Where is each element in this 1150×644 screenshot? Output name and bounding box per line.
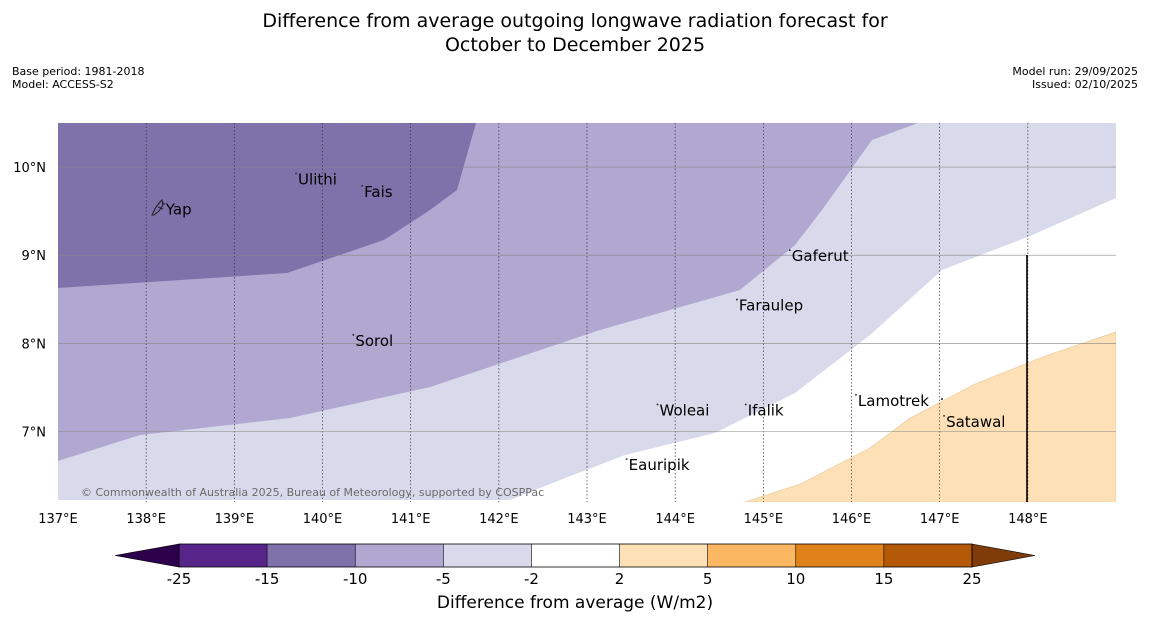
meta-right: Model run: 29/09/2025 Issued: 02/10/2025	[1012, 65, 1138, 91]
map-title-line1: Difference from average outgoing longwav…	[262, 10, 888, 32]
colorbar-tick-label: 2	[615, 570, 625, 588]
place-label: Eauripik	[629, 456, 690, 474]
place-label: Yap	[165, 200, 192, 218]
longitude-tick-label: 146°E	[832, 512, 872, 527]
colorbar-tick-label: -25	[167, 570, 192, 588]
longitude-tick-label: 148°E	[1008, 512, 1048, 527]
place-marker	[162, 202, 165, 205]
colorbar-under-arrow	[114, 543, 180, 568]
colorbar-label: Difference from average (W/m2)	[436, 593, 714, 613]
colorbar-tick-label: 15	[874, 570, 893, 588]
model-name: Model: ACCESS-S2	[12, 78, 114, 91]
axis-labels: 137°E 138°E 139°E 140°E 141°E 142°E 143°E 144°E…	[13, 161, 1047, 527]
place-label: Ulithi	[298, 171, 337, 189]
class-2-5-area	[744, 331, 1116, 502]
colorbar: -25 -15 -10 -5 -2 2 5 10 15 25	[114, 543, 1036, 588]
place-marker	[656, 403, 659, 406]
colorbar-swatch	[619, 544, 708, 567]
place-label: Woleai	[660, 401, 710, 419]
place-marker	[352, 333, 355, 336]
longitude-tick-label: 143°E	[567, 512, 607, 527]
place-label: Lamotrek	[858, 392, 929, 410]
issued-date: Issued: 02/10/2025	[1031, 78, 1138, 91]
place-marker	[943, 415, 945, 417]
map-title: Difference from average outgoing longwav…	[0, 9, 1150, 57]
place-marker	[788, 249, 791, 252]
place-marker	[295, 172, 297, 175]
longitude-tick-label: 141°E	[391, 512, 431, 527]
longitude-tick-label: 137°E	[38, 512, 78, 527]
place-marker	[855, 393, 857, 396]
map-title-line2: October to December 2025	[444, 34, 706, 56]
colorbar-swatch	[443, 544, 532, 567]
colorbar-swatch	[179, 544, 268, 567]
longitude-tick-label: 147°E	[920, 512, 960, 527]
colorbar-tick-label: -10	[343, 570, 368, 588]
place-labels: Yap Ulithi Fais Gaferut Faraulep Sorol Lamotre…	[162, 171, 1005, 474]
colorbar-tick-label: 5	[703, 570, 713, 588]
model-run: Model run: 29/09/2025	[1012, 65, 1138, 78]
longitude-tick-label: 142°E	[479, 512, 519, 527]
colorbar-swatch	[707, 544, 796, 567]
colorbar-tick-label: -5	[436, 570, 451, 588]
yap-island	[151, 198, 164, 216]
graticule	[58, 123, 1116, 502]
place-marker	[361, 184, 364, 187]
place-label: Faraulep	[739, 297, 803, 315]
class-minus15-minus10-area	[58, 123, 476, 288]
copyright-notice: © Commonwealth of Australia 2025, Bureau…	[81, 486, 544, 499]
place-label: Ifalik	[748, 401, 784, 419]
place-marker	[625, 458, 628, 460]
latitude-tick-label: 7°N	[22, 425, 47, 440]
colorbar-tick-label: 10	[786, 570, 805, 588]
place-marker	[735, 298, 738, 301]
colorbar-swatch	[355, 544, 444, 567]
longitude-tick-label: 138°E	[126, 512, 166, 527]
latitude-tick-label: 9°N	[22, 249, 47, 264]
longitude-tick-label: 139°E	[215, 512, 255, 527]
colorbar-tick-label: 25	[962, 570, 981, 588]
place-label: Sorol	[355, 332, 393, 350]
colorbar-swatch	[267, 544, 356, 567]
colorbar-over-arrow	[971, 543, 1036, 568]
place-label: Fais	[364, 183, 393, 201]
place-marker	[744, 403, 747, 406]
latitude-tick-label: 10°N	[13, 161, 46, 176]
colorbar-tick-label: -2	[524, 570, 539, 588]
latitude-tick-label: 8°N	[22, 337, 47, 352]
longitude-tick-label: 140°E	[303, 512, 343, 527]
colorbar-tick-label: -15	[255, 570, 280, 588]
meta-left: Base period: 1981-2018 Model: ACCESS-S2	[12, 65, 144, 91]
place-label: Gaferut	[792, 247, 849, 265]
colorbar-swatch	[883, 544, 972, 567]
islet-marker	[941, 398, 943, 400]
place-label: Satawal	[946, 413, 1005, 431]
longitude-tick-label: 144°E	[655, 512, 695, 527]
longitude-tick-label: 145°E	[744, 512, 784, 527]
colorbar-swatch	[531, 544, 620, 567]
colorbar-swatch	[795, 544, 884, 567]
base-period: Base period: 1981-2018	[12, 65, 145, 78]
